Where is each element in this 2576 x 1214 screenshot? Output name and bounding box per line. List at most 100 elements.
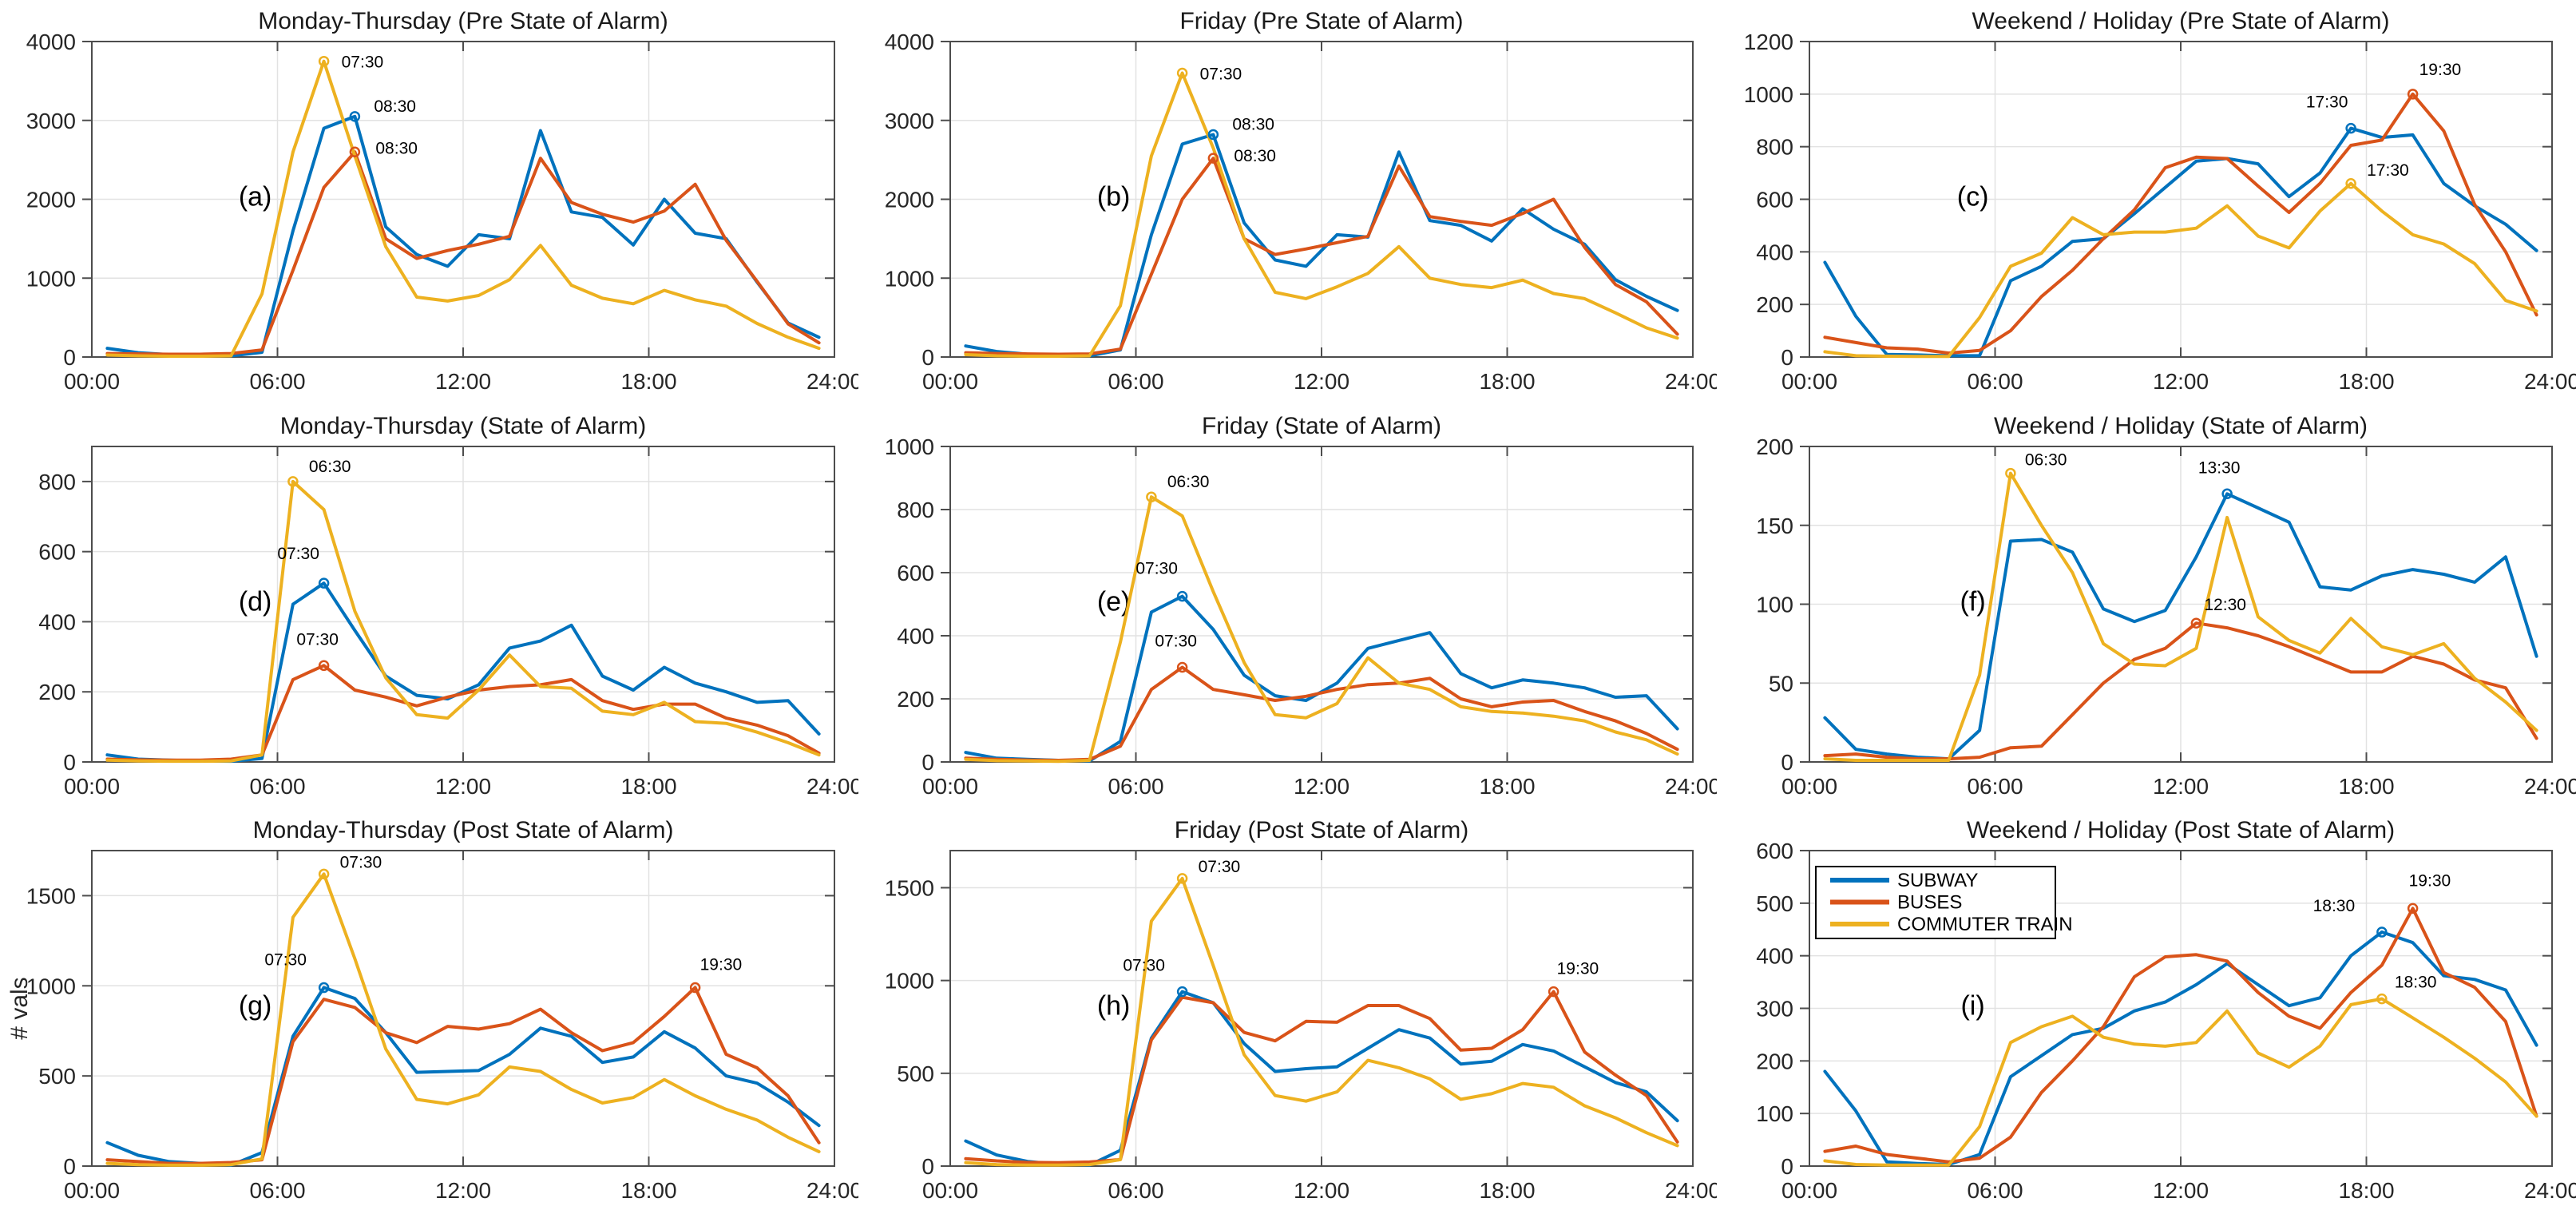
panel-f: 00:00 06:00 12:00 18:00 24:00 0 50 100 150 200 Wee…: [1718, 405, 2576, 810]
y-tick-label: 200: [1756, 434, 1793, 459]
legend-entry-label: SUBWAY: [1897, 870, 1978, 891]
x-tick-label: 24:00: [806, 774, 858, 799]
x-tick-label: 12:00: [435, 1178, 491, 1203]
annotation-label: 19:30: [2419, 61, 2462, 79]
x-tick-label: 24:00: [1665, 1178, 1717, 1203]
y-tick-label: 100: [1756, 1101, 1793, 1126]
y-tick-label: 500: [38, 1064, 76, 1089]
panel-letter: (g): [239, 990, 272, 1021]
x-tick-label: 06:00: [1967, 369, 2023, 394]
x-tick-label: 18:00: [2338, 369, 2394, 394]
x-tick-label: 00:00: [64, 1178, 120, 1203]
x-tick-label: 12:00: [1294, 369, 1349, 394]
panel-e: 00:00 06:00 12:00 18:00 24:00 0 200 400 600 800 10…: [858, 405, 1717, 810]
x-tick-label: 06:00: [249, 369, 305, 394]
panel-letter: (i): [1960, 990, 1984, 1021]
annotation-label: 07:30: [296, 630, 339, 649]
panel-title: Monday-Thursday (Post State of Alarm): [253, 817, 674, 843]
chart-c: 00:00 06:00 12:00 18:00 24:00 0 200 400 600 800 10…: [1744, 8, 2576, 394]
annotation-label: 07:30: [1200, 65, 1242, 84]
x-tick-label: 12:00: [1294, 1178, 1349, 1203]
chart-f: 00:00 06:00 12:00 18:00 24:00 0 50 100 150 200 Wee…: [1756, 413, 2576, 799]
panel-title: Weekend / Holiday (Post State of Alarm): [1967, 817, 2395, 843]
annotation-marker: [1548, 986, 1559, 998]
panel-title: Friday (Pre State of Alarm): [1179, 8, 1463, 34]
panel-letter: (d): [239, 586, 272, 617]
x-tick-label: 24:00: [2524, 774, 2576, 799]
x-tick-label: 18:00: [1479, 774, 1535, 799]
y-tick-label: 0: [921, 345, 934, 370]
panel-c: 00:00 06:00 12:00 18:00 24:00 0 200 400 600 800 10…: [1718, 0, 2576, 405]
x-tick-label: 12:00: [2153, 369, 2209, 394]
y-tick-label: 500: [897, 1061, 934, 1086]
annotation-label: 19:30: [700, 956, 743, 974]
annotation-marker: [349, 111, 361, 122]
annotation-label: 18:30: [2313, 897, 2356, 915]
series-line-commuter-train: [1823, 997, 2538, 1167]
x-tick-label: 12:00: [2153, 1178, 2209, 1203]
y-tick-label: 50: [1769, 671, 1793, 696]
x-tick-label: 06:00: [1108, 1178, 1163, 1203]
x-tick-label: 06:00: [1108, 774, 1163, 799]
panel-title: Monday-Thursday (Pre State of Alarm): [258, 8, 668, 34]
y-tick-label: 150: [1756, 514, 1793, 538]
annotation-label: 08:30: [375, 139, 418, 157]
y-tick-label: 800: [38, 470, 76, 494]
y-tick-label: 0: [921, 750, 934, 775]
y-tick-label: 800: [897, 498, 934, 522]
annotation-marker: [2407, 903, 2419, 914]
x-tick-label: 12:00: [435, 774, 491, 799]
annotation-marker: [2376, 926, 2388, 938]
chart-h: 00:00 06:00 12:00 18:00 24:00 0 500 1000 1500 Fri…: [885, 817, 1717, 1203]
series-line-buses: [1823, 92, 2538, 355]
annotation-label: 08:30: [374, 97, 416, 116]
annotation-label: 08:30: [1234, 147, 1276, 165]
x-tick-label: 06:00: [1967, 1178, 2023, 1203]
annotation-label: 07:30: [264, 951, 307, 970]
panel-letter: (b): [1097, 181, 1131, 212]
y-tick-label: 0: [1781, 1154, 1793, 1179]
annotation-marker: [1176, 873, 1188, 884]
series-line-commuter-train: [105, 59, 821, 358]
series-line-commuter-train: [964, 876, 1679, 1167]
y-tick-label: 0: [63, 1154, 76, 1179]
annotation-marker: [2345, 122, 2356, 134]
panel-letter: (c): [1957, 181, 1989, 212]
series-line-buses: [105, 986, 821, 1165]
panel-letter: (a): [239, 181, 272, 212]
y-tick-label: 200: [1756, 1049, 1793, 1073]
annotation-marker: [318, 55, 330, 67]
annotation-marker: [2190, 617, 2202, 629]
y-tick-label: 1000: [885, 969, 934, 994]
x-tick-label: 24:00: [2524, 369, 2576, 394]
annotation-label: 06:30: [1167, 473, 1210, 491]
annotation-label: 18:30: [2395, 974, 2437, 992]
series-line-buses: [1823, 907, 2538, 1164]
y-tick-label: 2000: [885, 188, 934, 212]
y-tick-label: 0: [1781, 750, 1793, 775]
panel-title: Weekend / Holiday (State of Alarm): [1994, 413, 2368, 439]
y-tick-label: 200: [38, 680, 76, 704]
legend-entry-label: BUSES: [1897, 892, 1962, 914]
annotation-label: 13:30: [2198, 458, 2241, 477]
y-tick-label: 1000: [1744, 82, 1793, 107]
x-tick-label: 18:00: [620, 774, 676, 799]
y-tick-label: 2000: [26, 188, 76, 212]
panel-g: 00:00 06:00 12:00 18:00 24:00 0 500 1000 1500 Mon…: [0, 809, 858, 1214]
x-tick-label: 24:00: [1665, 774, 1717, 799]
y-tick-label: 1000: [885, 266, 934, 291]
y-tick-label: 200: [897, 687, 934, 712]
x-tick-label: 00:00: [922, 369, 978, 394]
x-tick-label: 18:00: [2338, 1178, 2394, 1203]
annotation-marker: [2376, 993, 2388, 1005]
y-tick-label: 400: [38, 609, 76, 634]
y-tick-label: 600: [1756, 188, 1793, 212]
chart-d: 00:00 06:00 12:00 18:00 24:00 0 200 400 600 800 Mo…: [38, 413, 858, 799]
y-tick-label: 1200: [1744, 30, 1793, 54]
x-tick-label: 00:00: [1781, 1178, 1837, 1203]
annotation-label: 07:30: [342, 54, 384, 72]
x-tick-label: 18:00: [1479, 369, 1535, 394]
panel-title: Monday-Thursday (State of Alarm): [280, 413, 647, 439]
x-tick-label: 06:00: [1967, 774, 2023, 799]
